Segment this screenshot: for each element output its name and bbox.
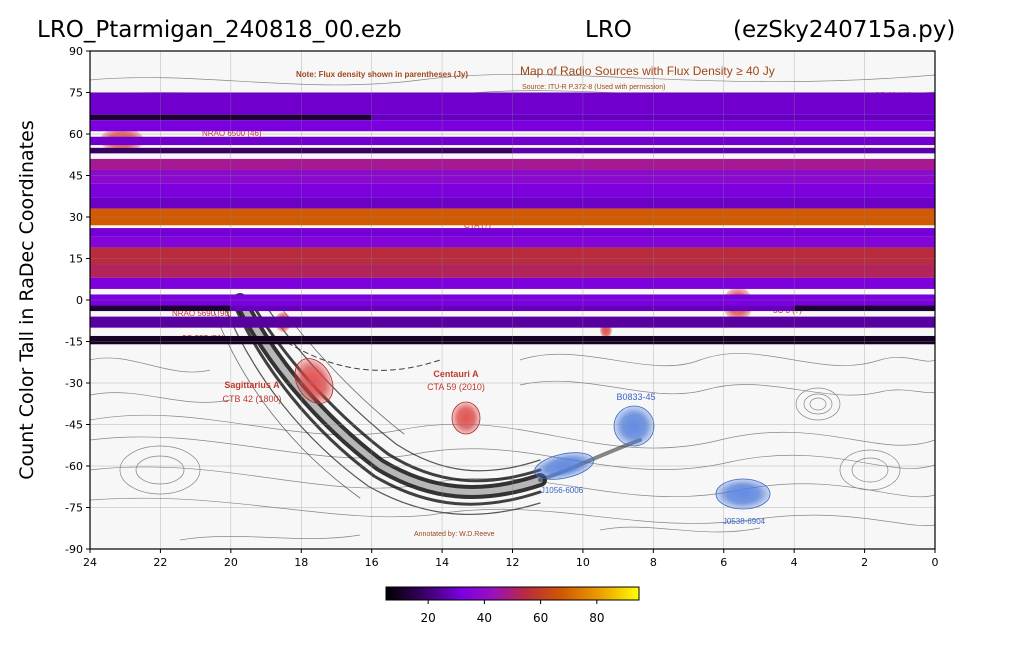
x-tick-label-1: 22: [153, 556, 167, 569]
centaurus-a-flux: CTA 59 (2010): [427, 382, 485, 392]
y-tick-label-6: 0: [76, 294, 83, 307]
x-tick-label-7: 10: [576, 556, 590, 569]
site-title: LRO: [585, 17, 632, 43]
colorbar-tick-label-0: 20: [421, 611, 436, 625]
j0538-6904-label: J0538-6904: [723, 517, 766, 526]
partial-label-nrao-6500: NRAO 6500 (46): [202, 129, 262, 138]
colorbar-ticks: 20 40 60 80: [421, 600, 604, 625]
y-tick-label-10: -60: [65, 460, 83, 473]
y-tick-label-1: 75: [69, 87, 83, 100]
sagittarius-a-label: Sagittarius A: [224, 380, 280, 390]
galactic-plane-band: [209, 293, 642, 515]
plot-area: Map of Radio Sources with Flux Density ≥…: [90, 51, 935, 549]
colorbar: 20 40 60 80: [385, 586, 640, 625]
centaurus-a-label: Centauri A: [433, 369, 479, 379]
y-tick-label-5: 15: [69, 253, 83, 266]
axis-ticks: 24 22 20 18 16 14 12 10 8 6 4 2 09075604530150-15-30…: [65, 45, 938, 569]
x-tick-label-3: 18: [294, 556, 308, 569]
x-tick-label-11: 2: [861, 556, 868, 569]
file-name-title: LRO_Ptarmigan_240818_00.ezb: [37, 17, 402, 43]
y-tick-label-0: 90: [69, 45, 83, 58]
colorbar-gradient: [385, 586, 640, 601]
blue-radio-sources: [534, 405, 771, 510]
j0538-6904-source: [715, 478, 771, 510]
y-axis-label: Count Color Tall in RaDec Coordinates: [16, 120, 38, 479]
y-tick-label-11: -75: [65, 502, 83, 515]
x-tick-label-9: 6: [720, 556, 727, 569]
contour-background-map: [90, 74, 935, 541]
y-tick-label-2: 60: [69, 128, 83, 141]
j1056-6006-label: J1056-6006: [541, 486, 584, 495]
map-note: Note: Flux density shown in parentheses …: [296, 70, 468, 79]
y-tick-label-12: -90: [65, 543, 83, 556]
x-tick-label-4: 16: [365, 556, 379, 569]
y-tick-label-4: 30: [69, 211, 83, 224]
grid-lines: [90, 51, 935, 549]
y-tick-label-3: 45: [69, 170, 83, 183]
x-tick-label-12: 0: [932, 556, 939, 569]
sagittarius-a-flux: CTB 42 (1800): [222, 394, 281, 404]
x-tick-label-0: 24: [83, 556, 97, 569]
colorbar-tick-label-3: 80: [589, 611, 604, 625]
x-tick-label-6: 12: [506, 556, 520, 569]
partial-label-nrao-5690: NRAO 5690 (90): [172, 309, 232, 318]
b0833-45-label: B0833-45: [616, 392, 655, 402]
sagittarius-a-source: [294, 358, 334, 404]
map-title: Map of Radio Sources with Flux Density ≥…: [520, 64, 775, 78]
colorbar-tick-label-1: 40: [477, 611, 492, 625]
script-title: (ezSky240715a.py): [733, 17, 955, 43]
partial-label-cta: CTA (?): [464, 221, 491, 230]
x-tick-label-10: 4: [791, 556, 798, 569]
y-tick-label-8: -30: [65, 377, 83, 390]
annotated-by: Annotated by: W.D.Reeve: [414, 531, 495, 538]
x-tick-label-8: 8: [650, 556, 657, 569]
y-tick-label-7: -15: [65, 336, 83, 349]
centaurus-a-source: [451, 401, 481, 435]
b0833-45-source: [613, 405, 655, 447]
x-tick-label-2: 20: [224, 556, 238, 569]
x-tick-label-5: 14: [435, 556, 449, 569]
y-tick-label-9: -45: [65, 419, 83, 432]
colorbar-tick-label-2: 60: [533, 611, 548, 625]
map-source-line: Source: ITU-R P.372-8 (Used with permiss…: [522, 84, 665, 91]
